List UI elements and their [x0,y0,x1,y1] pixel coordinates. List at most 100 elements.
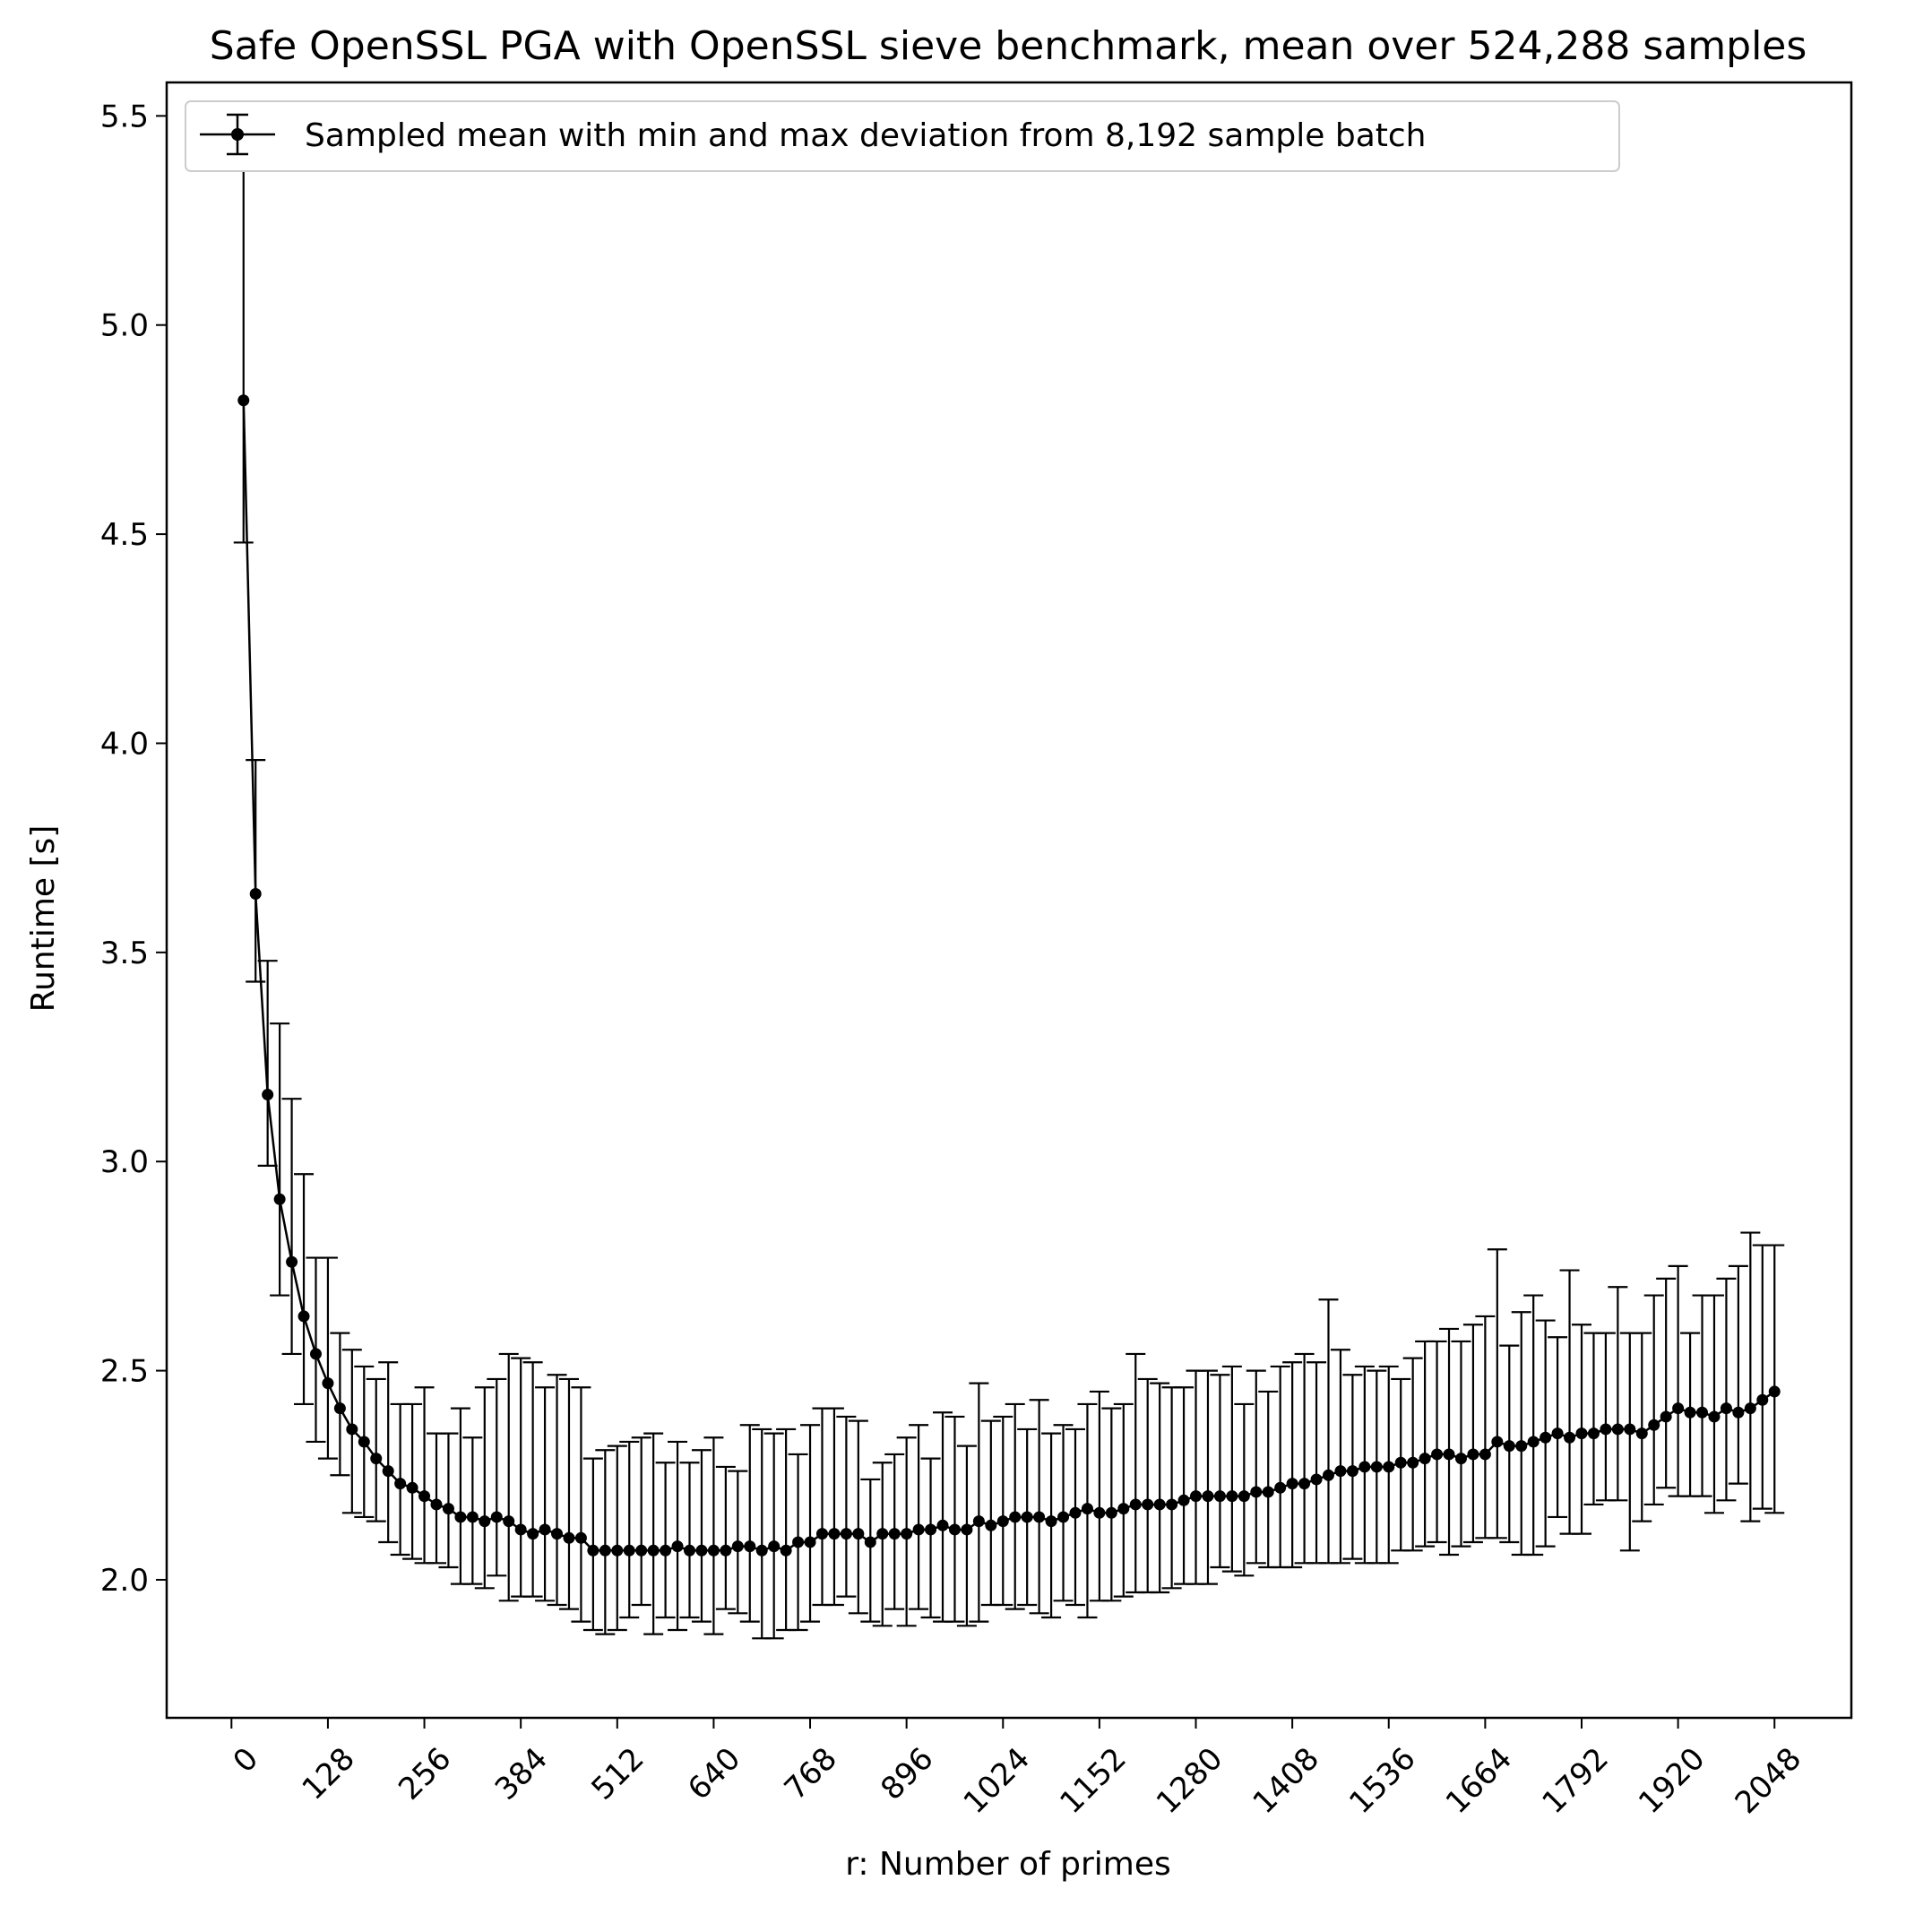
mean-point [948,1523,961,1536]
mean-point [1696,1406,1709,1419]
mean-point [1021,1511,1033,1523]
mean-point [1684,1406,1696,1419]
mean-point [1105,1506,1117,1519]
mean-point [1503,1440,1515,1453]
mean-point [1310,1473,1323,1486]
mean-point [792,1536,805,1548]
y-tick-label: 5.5 [100,99,149,134]
mean-point [695,1544,708,1557]
mean-point [1431,1448,1444,1461]
mean-point [551,1528,564,1540]
mean-point [731,1540,744,1553]
y-tick-label: 2.0 [100,1563,149,1599]
mean-point [503,1515,515,1528]
mean-point [1708,1410,1721,1423]
y-tick-label: 4.0 [100,726,149,762]
mean-point [1515,1440,1528,1453]
legend-marker [231,128,244,141]
plot-background [167,82,1851,1718]
mean-point [1624,1423,1636,1436]
mean-point [1660,1410,1672,1423]
mean-point [406,1481,418,1494]
mean-point [1286,1478,1298,1490]
mean-point [1262,1486,1274,1498]
mean-point [1527,1436,1540,1448]
mean-point [514,1523,527,1536]
mean-point [1226,1490,1238,1503]
mean-point [1394,1456,1407,1469]
x-axis-label: r: Number of primes [845,1846,1171,1883]
mean-point [780,1544,792,1557]
plot-area [165,81,1853,1720]
mean-point [490,1511,503,1523]
mean-point [1467,1448,1479,1461]
mean-point [1564,1431,1576,1444]
mean-point [1575,1427,1588,1440]
mean-point [840,1528,852,1540]
mean-point [1587,1427,1600,1440]
mean-point [635,1544,648,1557]
chart-title: Safe OpenSSL PGA with OpenSSL sieve benc… [210,23,1807,69]
mean-point [864,1536,876,1548]
mean-point [1081,1503,1093,1515]
mean-point [1202,1490,1214,1503]
mean-point [1370,1461,1383,1473]
mean-point [671,1540,684,1553]
mean-point [888,1528,901,1540]
mean-point [1358,1461,1371,1473]
mean-point [1491,1436,1504,1448]
mean-point [1454,1453,1467,1465]
mean-point [442,1503,454,1515]
mean-point [1250,1486,1263,1498]
mean-point [660,1544,672,1557]
mean-point [912,1523,925,1536]
mean-point [1322,1469,1334,1481]
mean-point [273,1193,286,1205]
y-tick-label: 4.5 [100,517,149,553]
mean-point [1443,1448,1455,1461]
data-series [233,156,1785,1640]
mean-point [1346,1465,1358,1478]
mean-point [298,1310,310,1323]
mean-point [755,1544,768,1557]
mean-point [1479,1448,1491,1461]
mean-point [1093,1506,1106,1519]
mean-point [333,1402,346,1415]
mean-point [744,1540,756,1553]
y-tick-label: 2.5 [100,1354,149,1390]
mean-point [1033,1511,1046,1523]
mean-point [587,1544,599,1557]
mean-point [418,1490,431,1503]
mean-point [430,1498,443,1511]
y-axis: 2.0 2.5 3.0 3.5 4.0 4.5 5.0 5.5 [100,99,167,1599]
mean-point [901,1528,913,1540]
mean-point [1732,1406,1745,1419]
mean-point [1009,1511,1022,1523]
y-tick-label: 3.5 [100,936,149,971]
y-tick-label: 3.0 [100,1144,149,1180]
mean-point [828,1528,841,1540]
plot-frame [165,81,1853,1720]
mean-point [1045,1515,1057,1528]
mean-point [237,394,250,407]
mean-point [1069,1506,1082,1519]
mean-point [599,1544,611,1557]
mean-point [1153,1498,1166,1511]
mean-point [563,1531,575,1544]
mean-point [972,1515,985,1528]
mean-point [1611,1423,1624,1436]
mean-point [623,1544,635,1557]
legend-label: Sampled mean with min and max deviation … [305,117,1426,154]
mean-point [1177,1494,1190,1506]
mean-point [309,1348,322,1360]
mean-point [382,1465,394,1478]
mean-point [539,1523,551,1536]
mean-point [985,1519,997,1531]
mean-point [370,1453,383,1465]
mean-point [1238,1490,1250,1503]
mean-point [249,887,262,900]
mean-point [527,1528,539,1540]
mean-point [394,1478,407,1490]
mean-point [574,1531,587,1544]
